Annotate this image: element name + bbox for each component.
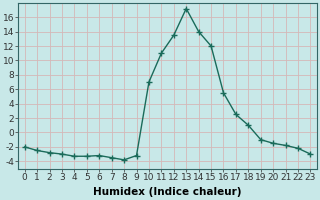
X-axis label: Humidex (Indice chaleur): Humidex (Indice chaleur) xyxy=(93,187,242,197)
